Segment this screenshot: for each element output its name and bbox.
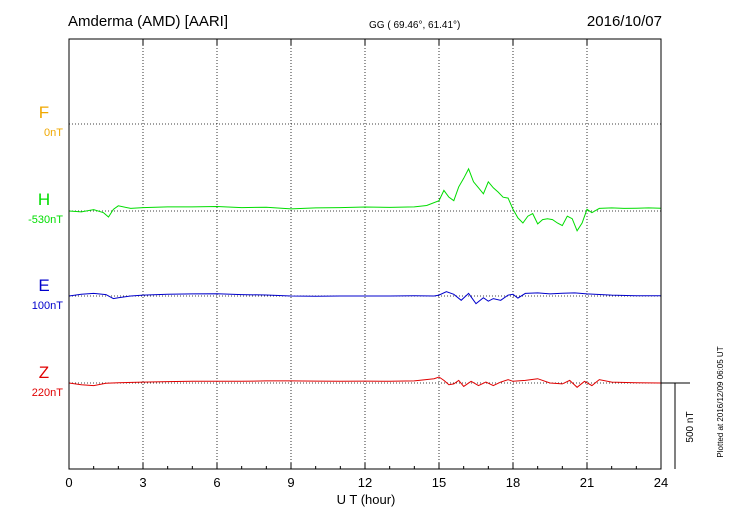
x-tick-label: 9 [287, 475, 294, 490]
x-tick-label: 15 [432, 475, 446, 490]
channel-name-e: E [38, 276, 49, 295]
series-z-line [68, 376, 662, 388]
channel-name-f: F [39, 103, 49, 122]
x-axis-label: U T (hour) [337, 492, 396, 507]
x-tick-label: 3 [139, 475, 146, 490]
date-label: 2016/10/07 [587, 13, 662, 30]
channel-name-h: H [38, 190, 50, 209]
x-tick-label: 24 [654, 475, 668, 490]
channel-offset-e: 100nT [32, 300, 63, 312]
channel-offset-h: -530nT [28, 214, 63, 226]
x-tick-label: 0 [65, 475, 72, 490]
series-layer [68, 167, 662, 388]
series-e-line [68, 291, 662, 305]
channel-offset-z: 220nT [32, 387, 63, 399]
coords-label: GG ( 69.46°, 61.41°) [369, 20, 460, 31]
scale-bar-label: 500 nT [685, 411, 696, 442]
channel-name-z: Z [39, 363, 49, 382]
x-tick-label: 12 [358, 475, 372, 490]
x-tick-label: 18 [506, 475, 520, 490]
x-tick-label: 21 [580, 475, 594, 490]
scale-bar: 500 nT [661, 382, 696, 469]
plot-frame [68, 38, 662, 470]
station-title: Amderma (AMD) [AARI] [68, 13, 228, 30]
channel-labels: F 0nT H -530nT E 100nT Z 220nT [28, 103, 63, 399]
plotted-at-note: Plotted at 2016/12/09 06:05 UT [716, 346, 725, 457]
x-axis: 0 3 6 9 12 15 18 21 24 [65, 39, 668, 490]
plot-grid [69, 39, 661, 469]
series-h-line [68, 167, 662, 232]
channel-offset-f: 0nT [44, 127, 63, 139]
x-tick-label: 6 [213, 475, 220, 490]
